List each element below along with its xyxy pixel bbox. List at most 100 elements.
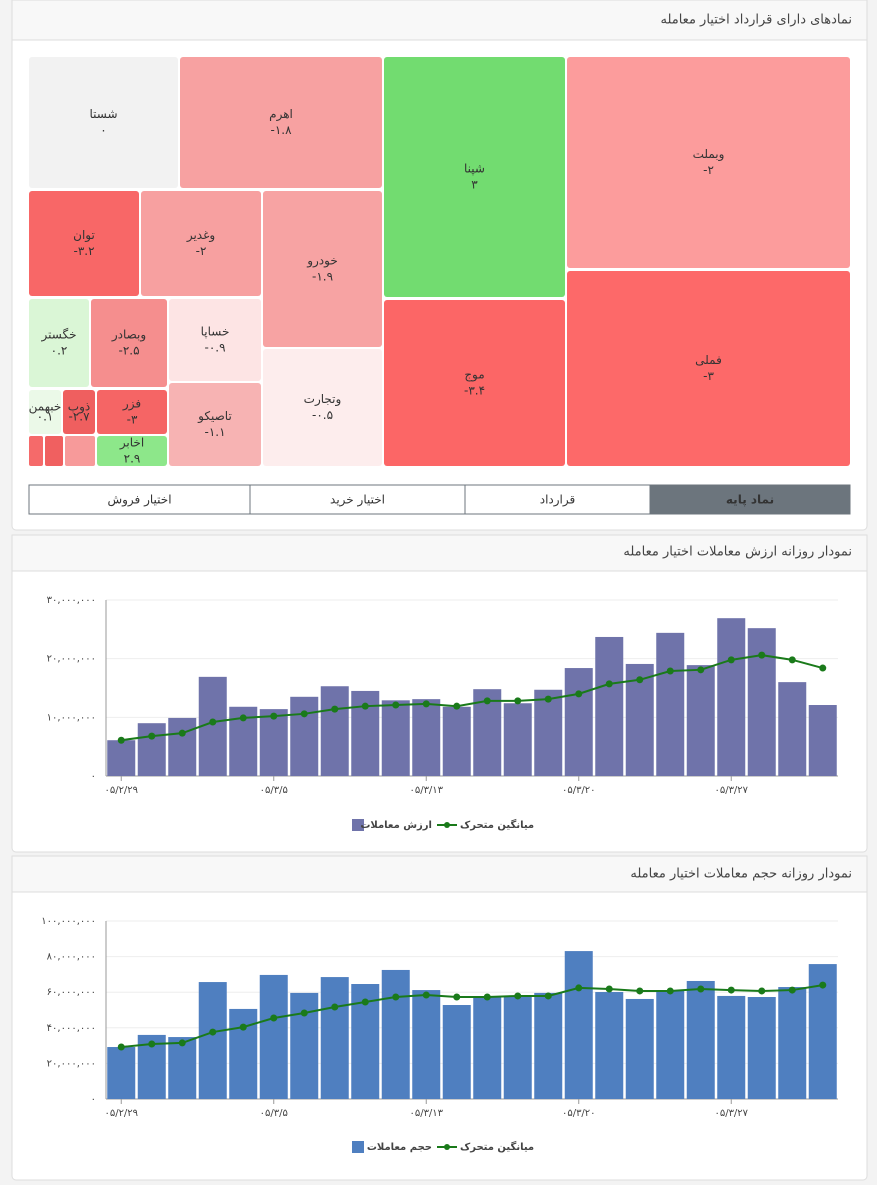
tab[interactable] [28, 484, 251, 515]
treemap-cell[interactable] [263, 191, 382, 347]
cell-name: شستا [89, 107, 117, 121]
tab-label: قرارداد [540, 493, 576, 508]
line-point [697, 666, 705, 674]
line-point [636, 676, 644, 684]
cell-value: ۰.۹- [204, 340, 225, 354]
cell-value: ۱.۹- [312, 269, 333, 283]
x-tick-label: ۰۵/۳/۵ [260, 1108, 288, 1119]
treemap-cell[interactable] [384, 57, 565, 297]
treemap-cell[interactable] [567, 57, 850, 268]
legend-label[interactable]: حجم معاملات [367, 1142, 432, 1153]
treemap-cell[interactable] [91, 299, 167, 387]
y-tick-label: ۲۰,۰۰۰,۰۰۰ [47, 1058, 96, 1069]
line-point [697, 985, 705, 993]
y-tick-label: ۱۰,۰۰۰,۰۰۰ [47, 712, 96, 723]
cell-name: اخابر [119, 436, 144, 451]
line-point [270, 1014, 278, 1022]
bar [778, 987, 807, 1099]
bar [320, 686, 349, 776]
bar [747, 997, 776, 1099]
bar [259, 974, 288, 1099]
legend-swatch [352, 819, 364, 831]
legend-label[interactable]: میانگین متحرک [460, 818, 534, 831]
line-point [209, 718, 217, 726]
line-point [819, 981, 827, 989]
cell-name: وبملت [693, 147, 725, 162]
line-point [392, 993, 400, 1001]
legend-label[interactable]: میانگین متحرک [460, 1140, 534, 1153]
bar [686, 980, 715, 1099]
panel-title: نمادهای دارای قرارداد اختیار معامله [660, 13, 852, 28]
cell-name: تاصیکو [197, 409, 232, 424]
line-point [148, 732, 156, 740]
bar [442, 1005, 471, 1099]
x-tick-label: ۰۵/۳/۱۳ [409, 785, 443, 796]
bar [656, 990, 685, 1099]
legend-swatch [352, 1141, 364, 1153]
legend-dot [444, 1144, 450, 1150]
cell-name: ذوب [68, 400, 90, 415]
bar [808, 705, 837, 776]
bar [168, 1037, 197, 1099]
y-tick-label: ۰ [91, 1094, 96, 1105]
cell-value: ۲- [703, 163, 714, 177]
line-point [239, 1023, 247, 1031]
bar [595, 636, 624, 776]
treemap-cell[interactable] [29, 299, 89, 387]
treemap-cell[interactable] [97, 390, 167, 434]
panel-header [11, 534, 868, 572]
line-point [483, 993, 491, 1001]
bar [412, 990, 441, 1099]
line-point [453, 993, 461, 1001]
tiny-cell [45, 436, 63, 466]
treemap-cell[interactable] [29, 191, 139, 296]
line-point [392, 701, 400, 709]
tab[interactable] [249, 484, 466, 515]
treemap-cell[interactable] [169, 383, 261, 466]
bar [534, 689, 563, 776]
treemap-cell[interactable] [63, 390, 95, 434]
tab-label: نماد پایه [726, 493, 774, 507]
cell-value: ۲.۵- [118, 343, 139, 357]
bar [473, 997, 502, 1099]
tiny-cell [29, 436, 43, 466]
cell-value: ۳.۲- [73, 244, 94, 258]
x-tick-label: ۰۵/۲/۲۹ [104, 785, 138, 796]
treemap-cell[interactable] [141, 191, 261, 296]
bar [717, 995, 746, 1099]
bar [290, 696, 319, 776]
bar [503, 995, 532, 1099]
treemap-cell[interactable] [567, 271, 850, 466]
line-point [758, 651, 766, 659]
line-point [727, 656, 735, 664]
cell-value: ۳- [127, 412, 138, 426]
bar [564, 951, 593, 1099]
tab[interactable] [649, 484, 851, 515]
treemap-cell[interactable] [29, 390, 61, 434]
chart-title: نمودار روزانه ارزش معاملات اختیار معامله [623, 545, 852, 560]
treemap-cell[interactable] [97, 436, 167, 466]
treemap-cell[interactable] [384, 300, 565, 466]
bar [168, 717, 197, 776]
tab[interactable] [464, 484, 651, 515]
cell-name: وتجارت [304, 392, 342, 407]
cell-name: خبهمن [29, 400, 62, 415]
line-point [300, 1009, 308, 1017]
cell-value: ۰ [100, 123, 106, 137]
line-point [331, 1003, 339, 1011]
line-point [636, 987, 644, 995]
bar [137, 723, 166, 776]
treemap-cell[interactable] [29, 57, 178, 188]
line-point [575, 690, 583, 698]
legend-label[interactable]: ارزش معاملات [360, 820, 432, 831]
y-tick-label: ۲۰,۰۰۰,۰۰۰ [47, 654, 96, 665]
x-tick-label: ۰۵/۳/۲۷ [714, 1108, 748, 1119]
treemap-cell[interactable] [180, 57, 382, 188]
tab-label: اختیار خرید [330, 493, 385, 508]
line-point [209, 1028, 217, 1036]
chart-title: نمودار روزانه حجم معاملات اختیار معامله [630, 867, 852, 882]
line-point [788, 656, 796, 664]
bar [534, 992, 563, 1099]
treemap-cell[interactable] [169, 299, 261, 381]
treemap-cell[interactable] [263, 349, 382, 466]
